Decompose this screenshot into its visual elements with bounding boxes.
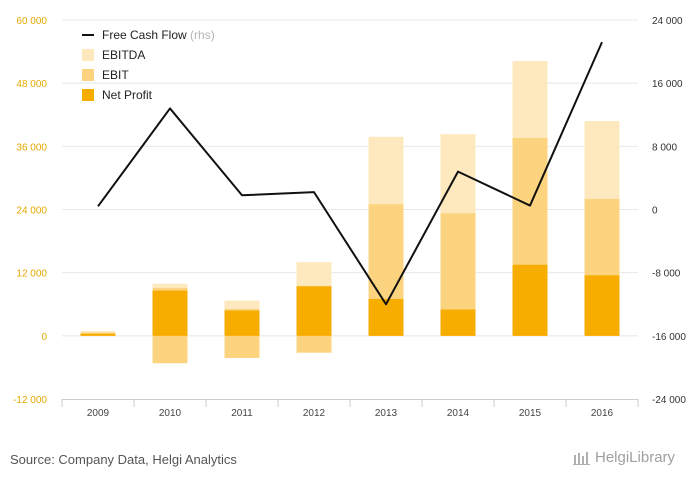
x-axis-tick-label: 2012 (303, 408, 326, 419)
legend-swatch-ebit (82, 69, 94, 81)
net-profit-bar (512, 264, 548, 336)
right-axis-tick-label: -16 000 (652, 332, 686, 343)
right-axis-tick-label: 8 000 (652, 142, 677, 153)
x-axis-tick-label: 2016 (591, 408, 614, 419)
net-profit-bar (152, 290, 188, 336)
x-axis-tick-label: 2010 (159, 408, 182, 419)
x-axis-tick-label: 2009 (87, 408, 110, 419)
ebit-bar-negative (152, 335, 188, 364)
net-profit-bar (224, 310, 260, 336)
net-profit-bar (584, 275, 620, 336)
x-axis-tick-label: 2014 (447, 408, 470, 419)
x-axis-tick-label: 2013 (375, 408, 398, 419)
x-axis-tick-label: 2015 (519, 408, 542, 419)
legend-rhs-note: (rhs) (190, 28, 215, 42)
left-axis-tick-label: 48 000 (16, 79, 47, 90)
x-axis-tick-label: 2011 (231, 408, 253, 419)
legend-swatch-net-profit (82, 89, 94, 101)
legend-label-ebitda: EBITDA (102, 48, 145, 62)
legend-swatch-ebitda (82, 49, 94, 61)
ebit-bar-negative (296, 335, 332, 353)
left-axis-tick-label: 24 000 (16, 206, 47, 217)
library-icon (573, 451, 590, 465)
left-axis-tick-label: 0 (41, 332, 47, 343)
ebit-bar-negative (224, 335, 260, 358)
right-axis-tick-label: 16 000 (652, 79, 683, 90)
brand-logo: HelgiLibrary (573, 449, 675, 466)
left-axis-tick-label: 12 000 (16, 269, 47, 280)
brand-name: HelgiLibrary (595, 449, 676, 466)
net-profit-bar (80, 333, 116, 336)
free-cash-flow-line (97, 41, 603, 306)
legend-label-net-profit: Net Profit (102, 88, 153, 102)
combo-chart: -12 000 0 12 000 24 000 36 000 48 000 60 000 -2… (13, 16, 686, 419)
right-axis-tick-label: 24 000 (652, 16, 683, 27)
right-axis-tick-label: 0 (652, 206, 658, 217)
source-note: Source: Company Data, Helgi Analytics (10, 452, 237, 467)
left-axis-tick-label: -12 000 (13, 395, 47, 406)
right-axis-tick-label: -24 000 (652, 395, 686, 406)
net-profit-bar (440, 309, 476, 336)
legend-label-ebit: EBIT (102, 68, 129, 82)
legend-label-free-cash-flow: Free Cash Flow (rhs) (102, 28, 215, 42)
right-axis-tick-label: -8 000 (652, 269, 681, 280)
left-axis-tick-label: 60 000 (16, 16, 47, 27)
left-axis-tick-label: 36 000 (16, 142, 47, 153)
net-profit-bar (296, 286, 332, 336)
